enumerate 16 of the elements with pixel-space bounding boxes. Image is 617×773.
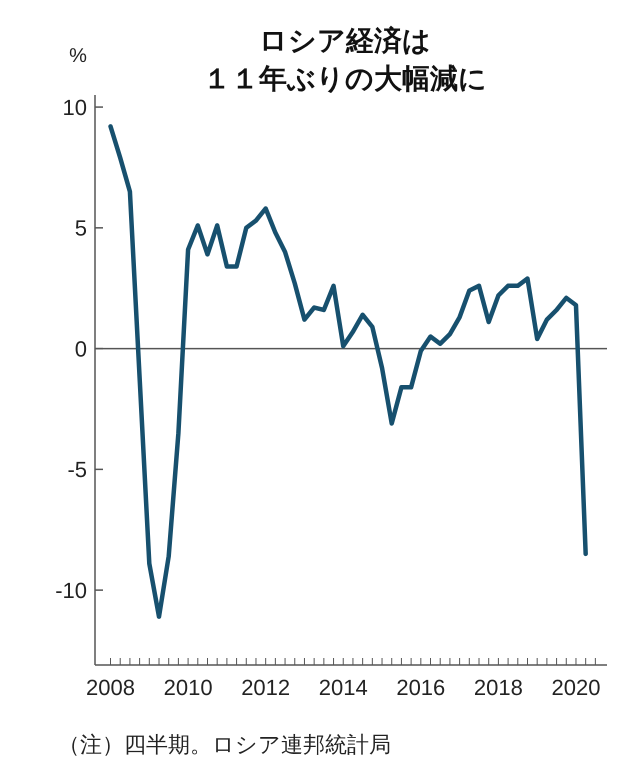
x-tick-label: 2012 <box>241 675 290 700</box>
y-tick-label: 5 <box>74 216 87 241</box>
y-tick-label: -10 <box>55 578 87 603</box>
x-tick-label: 2016 <box>396 675 446 700</box>
y-tick-label: 10 <box>62 94 87 120</box>
x-tick-label: 2020 <box>551 675 600 700</box>
x-tick-label: 2010 <box>164 675 213 700</box>
y-tick-label: 0 <box>74 336 87 362</box>
text: （注）四半期。ロシア連邦統計局 <box>58 732 391 757</box>
x-tick-label: 2018 <box>474 675 523 700</box>
y-tick-label: -5 <box>67 457 87 482</box>
x-tick-label: 2008 <box>86 675 135 700</box>
chart-subtitle: １１年ぶりの大幅減に <box>203 63 487 94</box>
x-tick-label: 2014 <box>318 675 368 700</box>
y-axis-title: % <box>69 45 88 67</box>
chart-title: ロシア経済は <box>259 25 431 56</box>
